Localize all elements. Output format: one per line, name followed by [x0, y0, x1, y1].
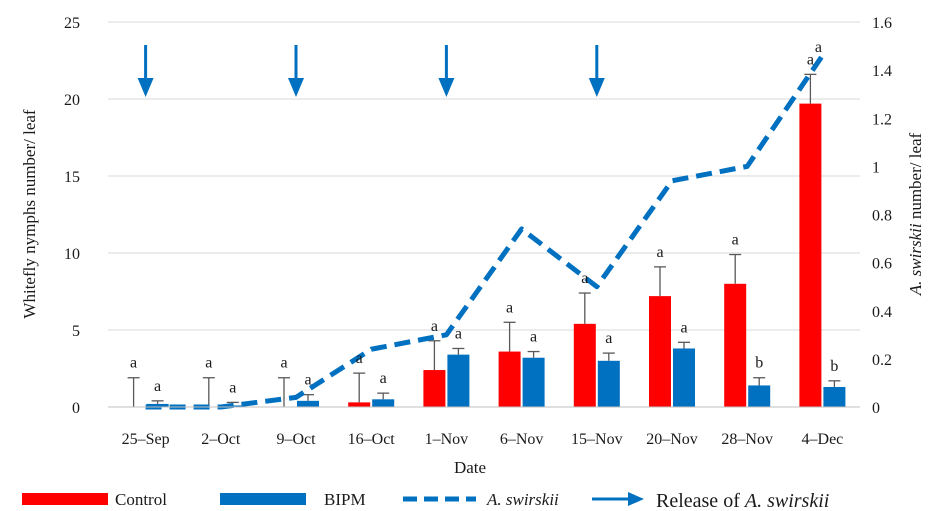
- control-bar: [724, 283, 747, 407]
- bipm-letter: a: [605, 330, 612, 347]
- release-arrow-head: [438, 78, 455, 97]
- bipm-letter: a: [455, 325, 462, 342]
- control-letter: a: [732, 232, 739, 249]
- bipm-bar: [522, 357, 545, 407]
- legend-arrow-head: [628, 492, 644, 506]
- control-bar: [348, 402, 371, 407]
- bipm-bar: [748, 385, 771, 407]
- x-tick-label: 25–Sep: [122, 431, 170, 448]
- x-axis-ticks: 25–Sep 2–Oct 9–Oct 16–Oct 1–Nov 6–Nov 15–Nov 20…: [122, 431, 844, 448]
- x-axis-title: Date: [454, 458, 486, 477]
- control-letter: a: [205, 355, 212, 372]
- bipm-letter: a: [304, 372, 311, 389]
- control-letter: a: [130, 355, 137, 372]
- legend-release-italic: A. swirskii: [743, 490, 829, 511]
- line-letter: a: [815, 39, 822, 56]
- bipm-bar: [447, 354, 470, 407]
- swirskii-line: [145, 54, 825, 410]
- x-tick-label: 1–Nov: [425, 431, 469, 448]
- swirskii-dashed-line: [145, 54, 825, 410]
- x-tick-label: 28–Nov: [721, 431, 773, 448]
- y-tick-label: 10: [64, 246, 80, 263]
- y2-axis-title: A. swirskii number/ leaf: [906, 132, 925, 296]
- bipm-letter: a: [380, 370, 387, 387]
- control-bar: [498, 351, 521, 407]
- x-tick-label: 6–Nov: [500, 431, 544, 448]
- gridlines: [108, 21, 860, 331]
- legend-release-label: Release of A. swirskii: [656, 490, 829, 511]
- control-letter: a: [656, 244, 663, 261]
- control-bar: [573, 323, 596, 407]
- release-arrow-head: [588, 78, 605, 97]
- legend-bipm-label: BIPM: [324, 490, 366, 509]
- control-bar: [649, 296, 671, 407]
- bipm-letter: b: [755, 355, 763, 372]
- y-axis-title: Whitefly nymphs number/ leaf: [20, 109, 39, 318]
- legend: Control BIPM A. swirskii Release of A. s…: [22, 490, 829, 511]
- y-tick-label: 15: [64, 169, 80, 186]
- bipm-letter: a: [229, 379, 236, 396]
- y2-tick-label: 1.2: [872, 111, 892, 128]
- y2-tick-label: 0.8: [872, 208, 892, 225]
- control-letter: a: [581, 270, 588, 287]
- y2-tick-label: 1: [872, 159, 880, 176]
- control-letter: a: [356, 350, 363, 367]
- release-arrows: [137, 45, 605, 97]
- y2-tick-label: 0.4: [872, 304, 892, 321]
- bipm-bar: [297, 400, 319, 407]
- error-bars: [127, 73, 841, 407]
- bipm-bar: [673, 348, 695, 407]
- y2-tick-label: 0.2: [872, 352, 892, 369]
- y2-tick-label: 0.6: [872, 256, 892, 273]
- control-bar: [799, 103, 822, 408]
- y-tick-label: 20: [64, 92, 80, 109]
- y2-tick-label: 1.4: [872, 63, 892, 80]
- y-tick-label: 25: [64, 15, 80, 32]
- bars: [146, 103, 846, 408]
- y2-axis-title-italic: A. swirskii: [906, 223, 925, 296]
- x-tick-label: 2–Oct: [201, 431, 241, 448]
- control-letter: a: [506, 299, 513, 316]
- y2-tick-label: 1.6: [872, 15, 892, 32]
- control-letter: a: [807, 51, 814, 68]
- legend-release-prefix: Release of: [656, 490, 745, 511]
- left-axis-ticks: 0 5 10 15 20 25: [64, 15, 80, 417]
- bipm-letter: b: [830, 358, 838, 375]
- legend-control-swatch: [22, 493, 108, 505]
- x-tick-label: 15–Nov: [571, 431, 623, 448]
- control-letter: a: [431, 318, 438, 335]
- bipm-bar: [823, 386, 846, 407]
- bipm-letter: a: [154, 378, 161, 395]
- y-tick-label: 5: [72, 323, 80, 340]
- bipm-bar: [597, 360, 620, 407]
- legend-line-label: A. swirskii: [486, 490, 559, 509]
- y-tick-label: 0: [72, 400, 80, 417]
- x-tick-label: 4–Dec: [802, 431, 844, 448]
- bipm-letter: a: [530, 329, 537, 346]
- y2-axis-title-rest: number/ leaf: [906, 132, 925, 223]
- y2-tick-label: 0: [872, 400, 880, 417]
- control-bar: [423, 370, 446, 407]
- x-tick-label: 20–Nov: [646, 431, 698, 448]
- x-tick-label: 9–Oct: [276, 431, 316, 448]
- bipm-bar: [372, 399, 395, 407]
- bipm-letter: a: [680, 319, 687, 336]
- release-arrow-head: [288, 78, 304, 97]
- legend-bipm-swatch: [220, 493, 306, 505]
- right-axis-ticks: 0 0.2 0.4 0.6 0.8 1 1.2 1.4 1.6: [872, 15, 892, 417]
- x-tick-label: 16–Oct: [348, 431, 396, 448]
- control-letter: a: [280, 355, 287, 372]
- legend-control-label: Control: [115, 490, 167, 509]
- release-arrow-head: [137, 78, 154, 97]
